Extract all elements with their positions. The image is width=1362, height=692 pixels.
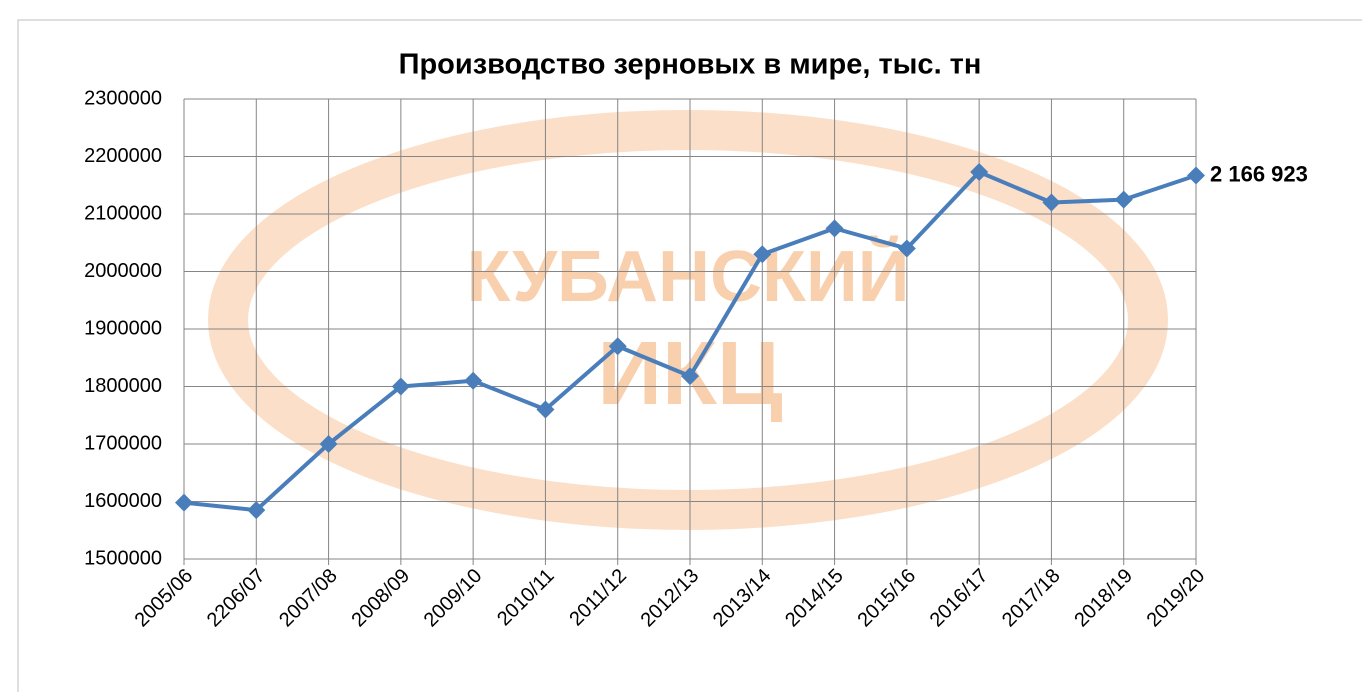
y-tick-label: 2100000 — [84, 202, 162, 224]
chart-title: Производство зерновых в мире, тыс. тн — [399, 49, 982, 81]
y-tick-label: 2300000 — [84, 87, 162, 109]
data-point — [247, 501, 266, 520]
y-tick-label: 1500000 — [84, 547, 162, 569]
y-tick-label: 1800000 — [84, 375, 162, 397]
data-point — [319, 435, 338, 453]
data-point — [1187, 166, 1205, 185]
data-point — [681, 367, 699, 386]
y-tick-label: 1600000 — [84, 490, 162, 512]
data-point — [825, 219, 844, 238]
data-point — [753, 245, 772, 264]
data-point — [1114, 190, 1133, 209]
data-point — [970, 163, 989, 182]
watermark-text: КУБАНСКИЙ — [467, 235, 910, 317]
data-point — [175, 493, 193, 512]
watermark-ring — [208, 110, 1168, 530]
y-tick-label: 2200000 — [84, 145, 162, 167]
data-point — [536, 400, 555, 419]
data-point — [391, 377, 410, 396]
y-tick-label: 1900000 — [84, 317, 162, 339]
data-label: 2 166 923 — [1210, 161, 1308, 186]
data-point — [464, 371, 483, 390]
watermark — [208, 110, 1168, 530]
data-point — [1042, 193, 1061, 212]
y-tick-label: 1700000 — [84, 432, 162, 454]
y-tick-label: 2000000 — [84, 260, 162, 282]
data-point — [608, 337, 627, 356]
data-point — [897, 239, 916, 258]
